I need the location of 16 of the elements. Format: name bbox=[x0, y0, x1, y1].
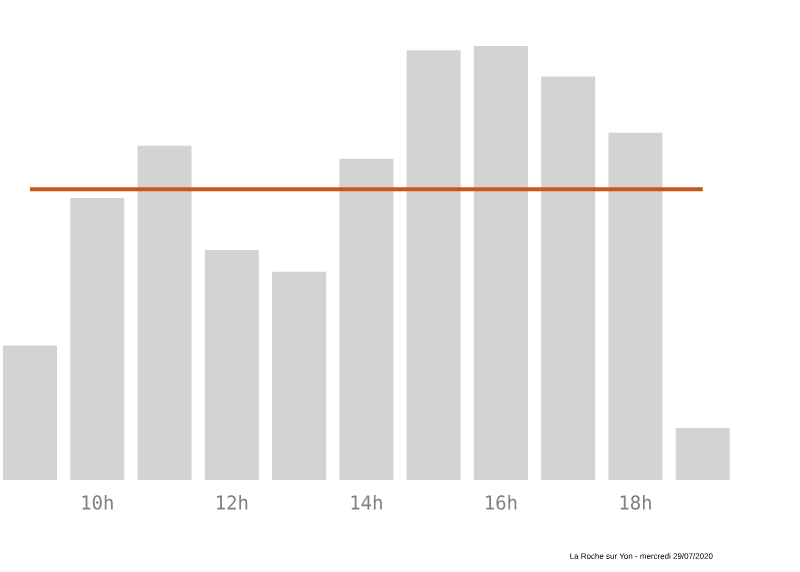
x-tick-label: 18h bbox=[620, 495, 651, 510]
bar bbox=[204, 249, 259, 480]
bar bbox=[473, 45, 528, 480]
x-tick-label: 10h bbox=[82, 495, 113, 510]
bar bbox=[406, 50, 461, 480]
x-tick-label: 16h bbox=[486, 495, 517, 510]
x-tick-label: 14h bbox=[351, 495, 382, 510]
bar bbox=[272, 271, 327, 480]
bar bbox=[608, 132, 663, 480]
bar bbox=[70, 197, 125, 480]
bar bbox=[339, 158, 394, 480]
bar bbox=[541, 76, 596, 480]
bar bbox=[675, 427, 730, 480]
x-tick-label: 12h bbox=[217, 495, 248, 510]
bar bbox=[3, 345, 57, 480]
bar bbox=[137, 145, 192, 480]
